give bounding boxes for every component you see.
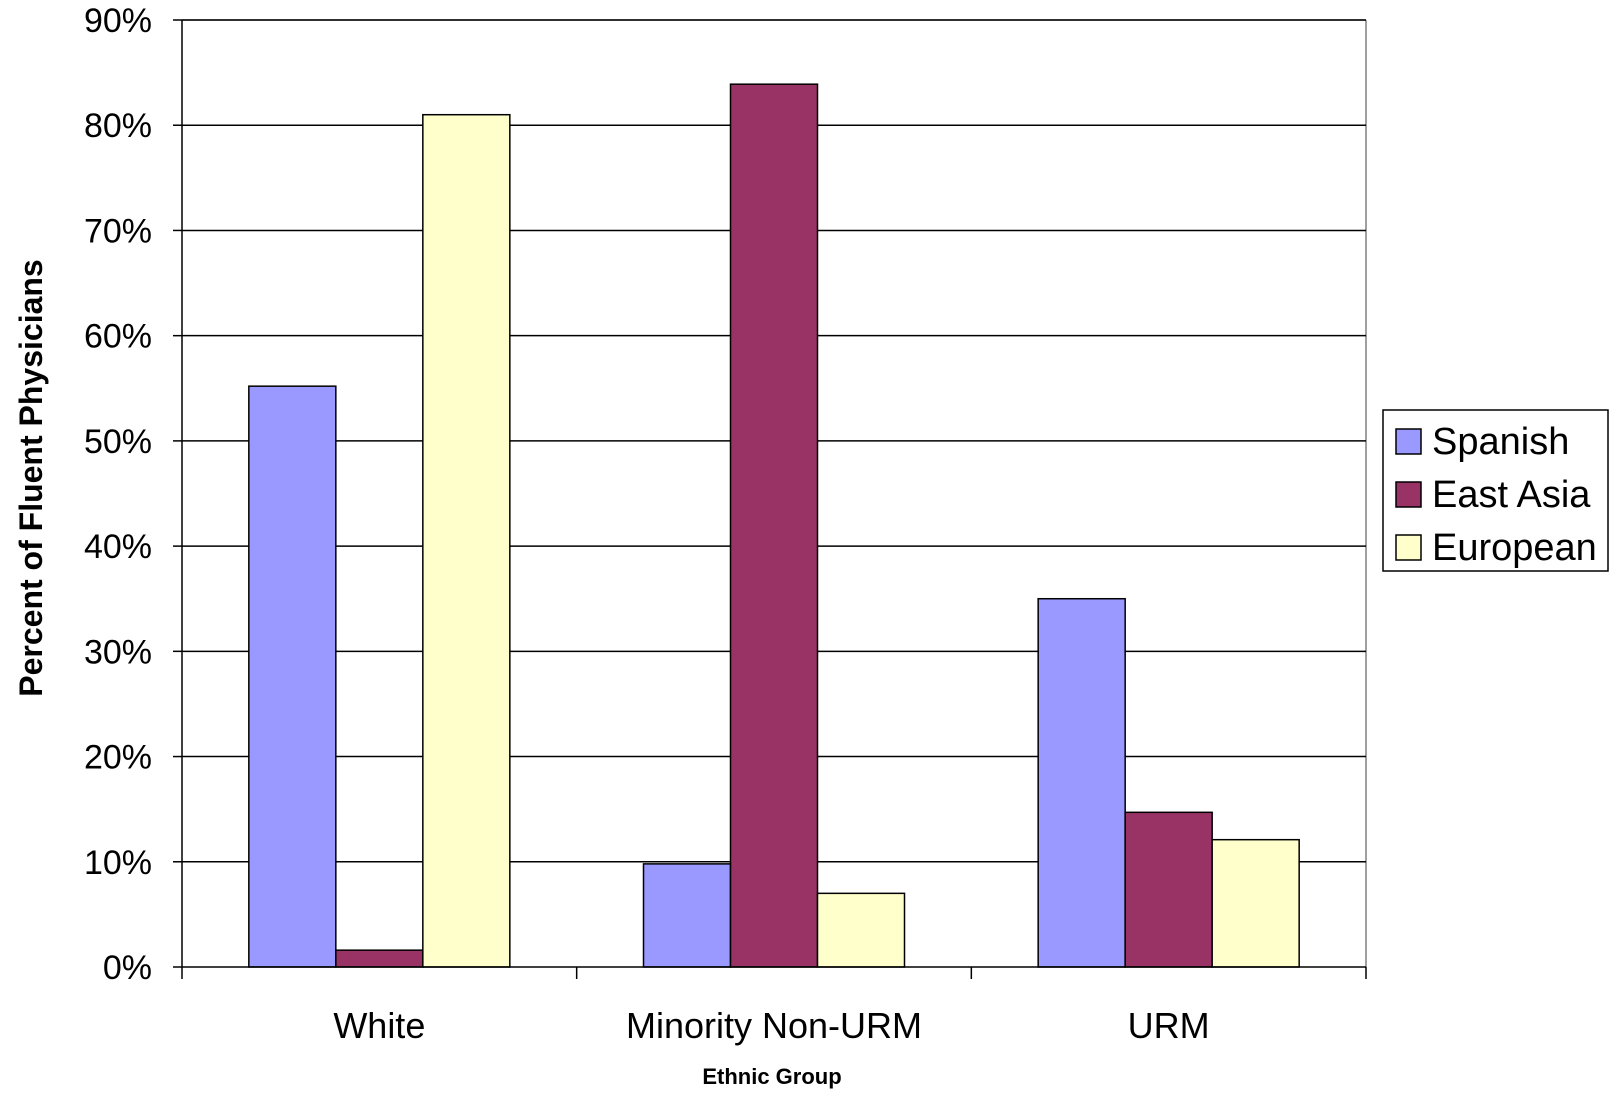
y-tick-label: 80% — [84, 107, 152, 145]
bar-european-minority-non-urm — [816, 892, 906, 968]
x-tick-label: URM — [1128, 1005, 1210, 1046]
bar-east-asia-urm — [1124, 811, 1213, 968]
y-tick-label: 50% — [84, 423, 152, 461]
legend-label: East Asia — [1432, 474, 1591, 516]
x-tick-label: Minority Non-URM — [626, 1005, 922, 1046]
bar-spanish-white — [248, 385, 337, 968]
legend-label: Spanish — [1432, 421, 1569, 463]
x-tick-label: White — [333, 1005, 425, 1046]
legend-swatch — [1395, 428, 1422, 455]
x-axis-label: Ethnic Group — [702, 1064, 841, 1089]
y-tick-label: 90% — [84, 2, 152, 40]
bars — [248, 83, 1300, 968]
tick-labels: 0% 10% 20% 30% 40% 50% 60% 70% 80% 90% White Minori… — [84, 2, 1210, 1046]
bar-spanish-minority-non-urm — [642, 863, 732, 968]
legend-swatch — [1395, 481, 1422, 508]
bar-european-white — [422, 113, 511, 968]
y-axis-label: Percent of Fluent Physicians — [13, 259, 49, 696]
bar-spanish-urm — [1037, 597, 1126, 968]
y-tick-label: 20% — [84, 739, 152, 777]
bar-east-asia-minority-non-urm — [729, 83, 819, 968]
y-tick-label: 40% — [84, 528, 152, 566]
legend: Spanish East Asia European — [1382, 409, 1609, 572]
bar-european-urm — [1211, 838, 1300, 968]
y-tick-label: 10% — [84, 844, 152, 882]
legend-swatch — [1395, 534, 1422, 561]
y-tick-label: 0% — [103, 949, 152, 987]
axes — [173, 19, 1367, 979]
bar-east-asia-white — [335, 949, 424, 968]
y-tick-label: 30% — [84, 633, 152, 671]
legend-label: European — [1432, 527, 1597, 569]
y-tick-label: 60% — [84, 318, 152, 356]
y-tick-label: 70% — [84, 212, 152, 250]
